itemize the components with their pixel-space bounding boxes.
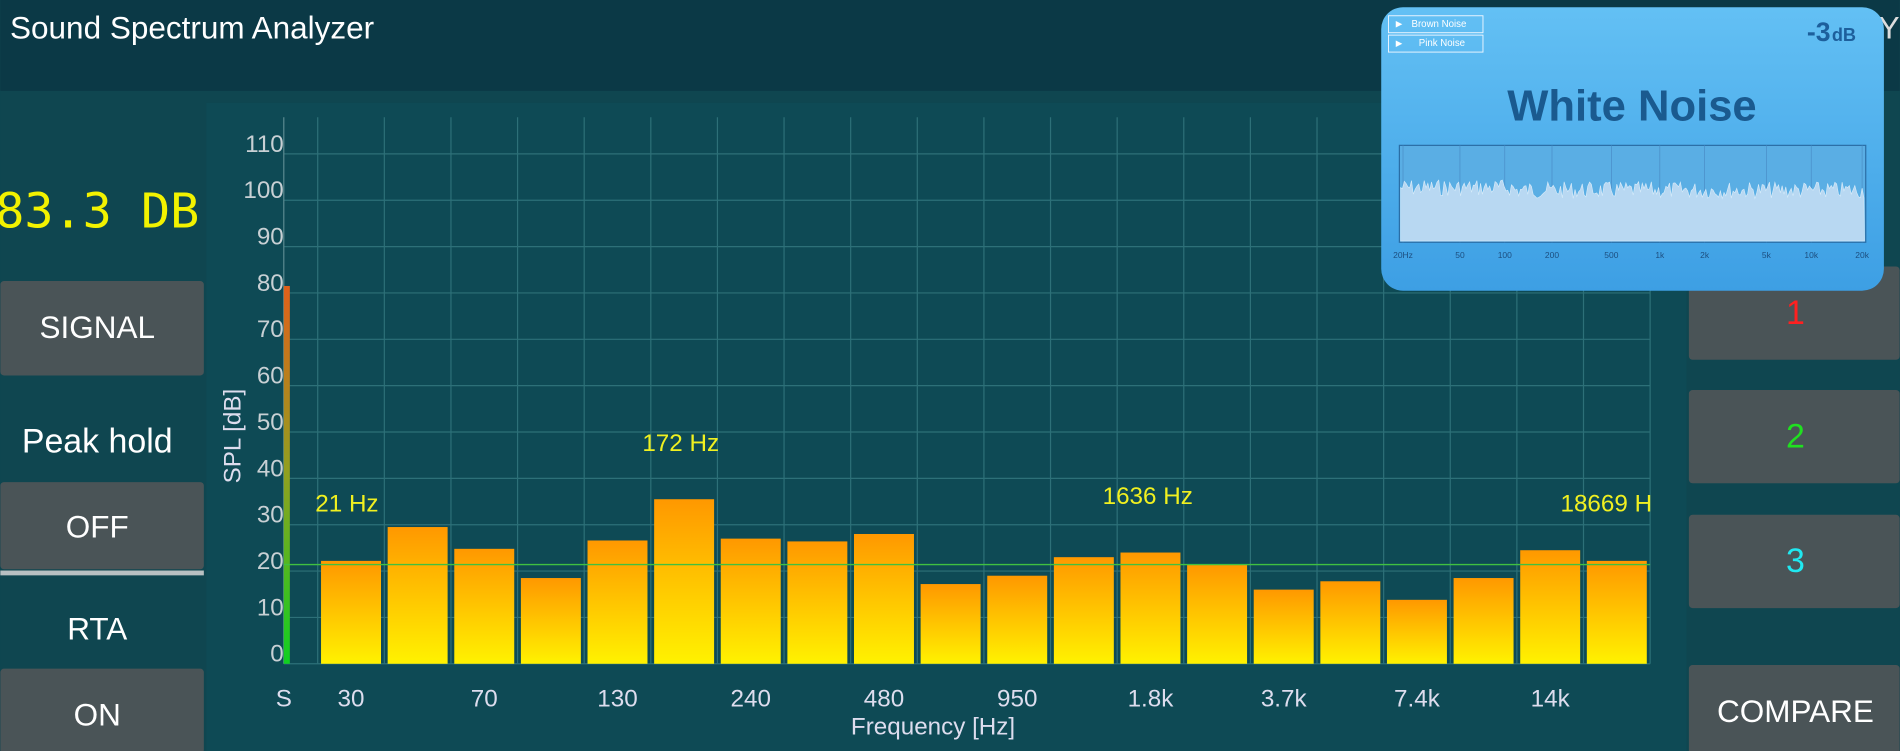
card-axis-label: 500 xyxy=(1604,250,1618,260)
bar xyxy=(1320,581,1381,664)
bar xyxy=(520,578,581,664)
gain-unit: dB xyxy=(1832,25,1856,45)
y-tick-label: 100 xyxy=(243,177,283,204)
card-title: White Noise xyxy=(1507,83,1756,131)
peak-hold-button[interactable] xyxy=(0,482,204,570)
bar xyxy=(1520,550,1581,664)
bar xyxy=(1120,552,1181,664)
y-tick-label: 50 xyxy=(257,409,284,436)
card-axis-label: 1k xyxy=(1655,250,1665,260)
y-tick-label: 30 xyxy=(257,502,284,529)
y-tick-label: 110 xyxy=(245,131,284,158)
bar xyxy=(1253,589,1314,664)
x-tick-label: 14k xyxy=(1531,686,1571,713)
y-tick-label: 0 xyxy=(270,641,283,668)
card-axis-label: 100 xyxy=(1498,250,1512,260)
compare-slot-button[interactable] xyxy=(1688,390,1900,484)
x-tick-label: 1.8k xyxy=(1128,686,1175,713)
peak-hold-button-label: OFF xyxy=(66,509,129,545)
x-start-label: S xyxy=(276,686,292,713)
peak-annotation: 1636 Hz xyxy=(1103,483,1193,510)
bar xyxy=(920,584,981,664)
x-tick-label: 240 xyxy=(731,686,771,713)
brown-noise-button[interactable] xyxy=(1388,15,1484,34)
x-tick-label: 3.7k xyxy=(1261,686,1308,713)
y-tick-label: 70 xyxy=(257,316,284,343)
rta-button[interactable] xyxy=(0,668,204,751)
card-axis-label: 10k xyxy=(1804,250,1818,260)
compare-slot-label: 2 xyxy=(1786,417,1805,455)
x-tick-label: 950 xyxy=(997,686,1037,713)
play-icon: ▶ xyxy=(1396,18,1403,28)
compare-slot-button[interactable] xyxy=(1688,514,1900,609)
app-title: Sound Spectrum Analyzer xyxy=(10,10,374,46)
compare-button-label: COMPARE xyxy=(1717,693,1874,729)
y-tick-label: 80 xyxy=(257,270,284,297)
card-axis-label: 200 xyxy=(1545,250,1559,260)
bar xyxy=(1053,557,1114,664)
x-tick-label: 7.4k xyxy=(1394,686,1441,713)
peak-hold-label: Peak hold xyxy=(22,422,173,460)
x-tick-label: 70 xyxy=(471,686,498,713)
compare-slot-label: 1 xyxy=(1786,294,1805,332)
noise-card: ▶ ▶ Brown Noise Pink Noise -3 dB White N… xyxy=(1381,7,1884,291)
card-axis-label: 50 xyxy=(1455,250,1465,260)
bar xyxy=(587,540,648,664)
bar xyxy=(854,533,914,664)
card-axis-label: 2k xyxy=(1700,250,1710,260)
signal-button[interactable] xyxy=(0,281,204,376)
peak-annotation: 18669 H xyxy=(1560,490,1652,517)
compare-slot-label: 3 xyxy=(1786,542,1805,580)
pink-noise-label: Pink Noise xyxy=(1419,38,1465,49)
card-axis-label: 5k xyxy=(1762,250,1772,260)
bar xyxy=(720,538,781,664)
y-tick-label: 60 xyxy=(257,363,284,390)
bar xyxy=(1586,560,1647,664)
peak-annotation: 172 Hz xyxy=(642,430,719,457)
bar xyxy=(654,499,715,664)
rta-label: RTA xyxy=(67,610,127,646)
bar xyxy=(1386,599,1447,664)
x-tick-label: 480 xyxy=(864,686,904,713)
play-icon: ▶ xyxy=(1396,38,1403,48)
bar xyxy=(321,560,381,664)
bar xyxy=(1453,578,1514,664)
bar xyxy=(1187,564,1248,664)
noise-spectrum xyxy=(1400,179,1865,242)
rta-button-label: ON xyxy=(74,696,121,732)
gain-value: -3 xyxy=(1807,17,1831,47)
level-meter xyxy=(283,285,290,664)
y-axis-label: SPL [dB] xyxy=(220,389,247,484)
peak-annotation: 21 Hz xyxy=(315,490,378,517)
brown-noise-label: Brown Noise xyxy=(1412,19,1467,30)
x-axis-label: Frequency [Hz] xyxy=(851,713,1015,740)
compare-button[interactable] xyxy=(1688,664,1900,751)
y-tick-label: 40 xyxy=(257,455,284,482)
bar xyxy=(987,575,1048,664)
y-tick-label: 10 xyxy=(257,594,284,621)
y-tick-label: 20 xyxy=(257,548,284,575)
signal-button-label: SIGNAL xyxy=(40,309,155,345)
y-tick-label: 90 xyxy=(257,223,284,250)
card-axis-label: 20k xyxy=(1855,250,1869,260)
card-axis-label: 20Hz xyxy=(1393,250,1413,260)
x-tick-label: 130 xyxy=(597,686,637,713)
plot: 0 10 20 30 40 50 60 70 80 90 100 110 30 70 130 240 480 95… xyxy=(243,117,1652,713)
bar xyxy=(387,527,448,664)
bar xyxy=(787,541,848,664)
bar xyxy=(454,548,515,664)
pink-noise-button[interactable] xyxy=(1388,34,1484,53)
x-tick-label: 30 xyxy=(338,686,365,713)
level-readout: 83.3 DB xyxy=(0,183,199,239)
button-underline xyxy=(0,570,204,576)
